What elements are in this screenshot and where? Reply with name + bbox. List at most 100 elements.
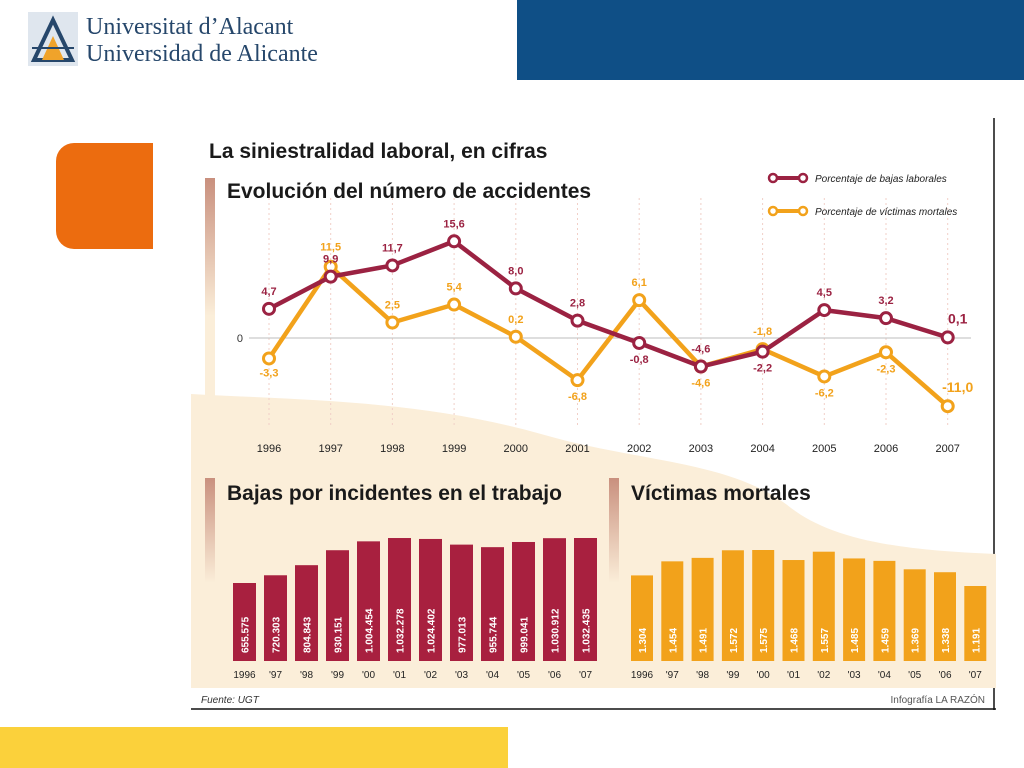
line-point-label: -3,3 — [260, 367, 279, 379]
line-point-label: -2,3 — [877, 363, 896, 375]
bar-category-label: '98 — [300, 670, 313, 681]
line-point-label: -1,8 — [753, 326, 772, 338]
line-point — [447, 297, 462, 312]
line-point-label: 2,8 — [570, 298, 585, 310]
line-point — [570, 313, 585, 328]
line-point-label: -4,6 — [691, 344, 710, 356]
line-point — [570, 373, 585, 388]
bar — [812, 551, 835, 661]
university-logo — [28, 12, 78, 66]
bar — [450, 544, 473, 661]
line-point-label: 15,6 — [443, 218, 464, 230]
line-point — [508, 329, 523, 344]
bajas-title-marker — [205, 478, 215, 688]
bar — [574, 538, 597, 661]
line-point-label: -4,6 — [691, 378, 710, 390]
bar-value-label: 1.572 — [729, 628, 740, 653]
line-chart-x-tick-label: 2000 — [504, 443, 528, 455]
bar — [295, 565, 318, 661]
source-note: Fuente: UGT — [201, 695, 260, 706]
legend-label: Porcentaje de bajas laborales — [815, 174, 947, 185]
bar-category-label: '99 — [726, 670, 739, 681]
bar-value-label: 1.369 — [911, 628, 922, 653]
bar — [934, 572, 956, 661]
line-chart-zero-label: 0 — [237, 333, 243, 345]
bar-category-label: '98 — [696, 670, 709, 681]
bar-category-label: '04 — [486, 670, 499, 681]
line-point — [447, 234, 462, 249]
line-chart-x-tick-label: 2001 — [565, 443, 589, 455]
legend-label: Porcentaje de víctimas mortales — [815, 207, 957, 218]
victimas-chart-title: Víctimas mortales — [631, 482, 811, 505]
bar-category-label: '00 — [757, 670, 770, 681]
line-point-label: 5,4 — [446, 282, 462, 294]
line-chart-x-tick-label: 1997 — [318, 443, 342, 455]
line-point — [632, 293, 647, 308]
legend-swatch-marker — [767, 172, 779, 184]
line-point — [879, 311, 893, 326]
line-chart-x-tick-label: 2004 — [750, 443, 774, 455]
line-point-label: 4,5 — [817, 287, 832, 299]
accident-infographic: La siniestralidad laboral, en cifras Evo… — [191, 118, 996, 710]
line-chart-x-tick-label: 2002 — [627, 443, 651, 455]
bar-category-label: '01 — [787, 670, 800, 681]
bar — [388, 538, 411, 661]
bar-category-label: '97 — [666, 670, 679, 681]
bar — [661, 561, 684, 661]
bar-value-label: 977.013 — [458, 616, 469, 653]
line-point — [385, 315, 400, 330]
line-point-label: -11,0 — [942, 379, 973, 395]
line-point — [632, 335, 647, 350]
bar-value-label: 1.485 — [850, 628, 861, 653]
credit-note: Infografía LA RAZÓN — [891, 693, 986, 706]
victimas-bar-chart: 1.304 1996 1.454 '97 1.491 '98 1.572 '99 1.575 '0… — [631, 550, 987, 681]
line-chart-x-tick-label: 2005 — [812, 443, 836, 455]
line-point — [323, 269, 338, 284]
bar-value-label: 1.304 — [638, 628, 649, 653]
bar-value-label: 1.024.402 — [427, 608, 438, 653]
bar-category-label: '00 — [362, 670, 375, 681]
line-point-label: -6,8 — [568, 391, 587, 403]
bar — [481, 547, 504, 661]
bar-value-label: 1.575 — [759, 628, 770, 653]
bar-value-label: 1.459 — [880, 628, 891, 653]
bar-category-label: '03 — [455, 670, 468, 681]
bar — [326, 550, 349, 661]
line-point — [817, 303, 832, 318]
bajas-chart-title: Bajas por incidentes en el trabajo — [227, 482, 562, 505]
line-point — [879, 345, 893, 360]
legend-swatch-marker — [797, 205, 809, 217]
line-point — [817, 369, 832, 384]
line-chart: 0 1996 1997 1998 1999 2000 2001 2002 2003 2004 200… — [237, 172, 973, 455]
bar-category-label: '01 — [393, 670, 406, 681]
line-chart-x-tick-label: 2007 — [935, 443, 959, 455]
bar — [264, 575, 287, 661]
bar-value-label: 1.491 — [699, 628, 710, 653]
line-chart-title-marker — [205, 178, 215, 454]
line-point-label: 11,7 — [382, 242, 403, 254]
bar — [631, 575, 653, 661]
bar-category-label: '02 — [424, 670, 437, 681]
victimas-title-marker — [609, 478, 619, 688]
bar-value-label: 1.338 — [941, 628, 952, 653]
line-point-label: 0,2 — [508, 314, 523, 326]
bar-value-label: 1.032.278 — [396, 608, 407, 653]
bar-value-label: 930.151 — [334, 616, 345, 653]
bar-category-label: '06 — [548, 670, 561, 681]
university-name-spanish: Universidad de Alicante — [86, 41, 318, 67]
line-series-bajas — [267, 239, 949, 369]
line-point-label: 11,5 — [320, 242, 341, 254]
bar-category-label: 1996 — [233, 670, 256, 681]
bar-value-label: 1.032.435 — [582, 608, 593, 653]
bar — [357, 541, 380, 661]
university-names: Universitat d’Alacant Universidad de Ali… — [86, 14, 318, 68]
line-point-label: 8,0 — [508, 265, 523, 277]
line-chart-x-tick-label: 1998 — [380, 443, 404, 455]
bar — [964, 586, 987, 661]
yellow-accent-bar — [0, 727, 508, 768]
bar-category-label: '05 — [908, 670, 921, 681]
bar — [721, 550, 744, 661]
bar-category-label: '05 — [517, 670, 530, 681]
bar-category-label: '03 — [848, 670, 861, 681]
bar-value-label: 999.041 — [520, 616, 531, 653]
